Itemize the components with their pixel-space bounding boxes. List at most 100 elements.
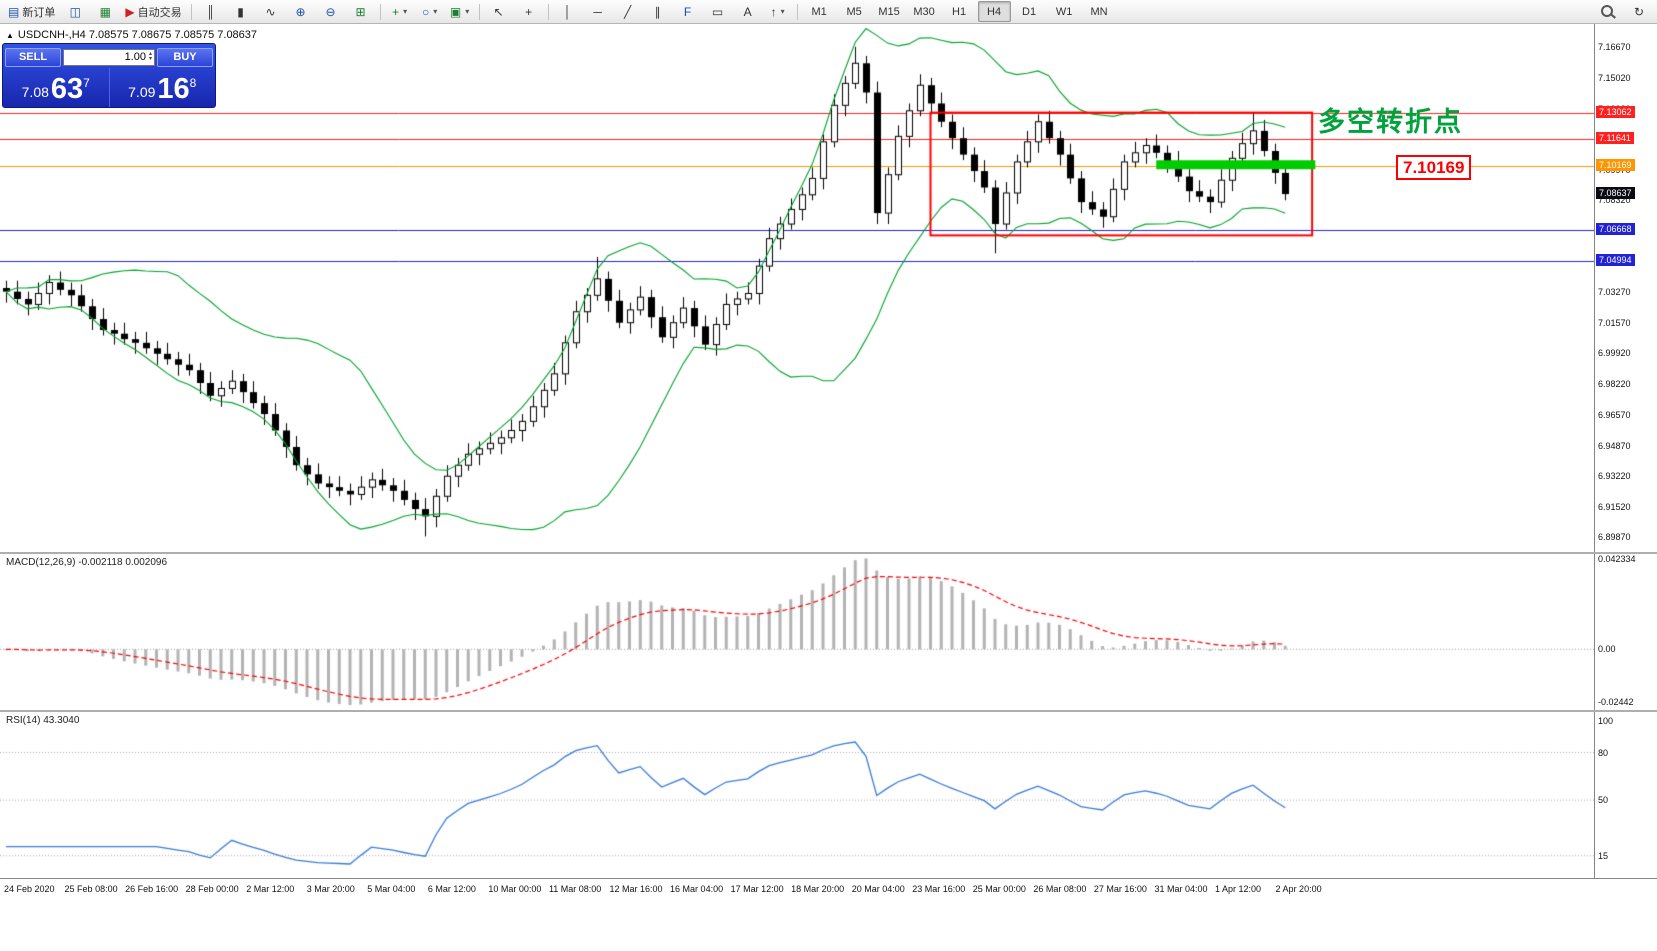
- periods-dropdown-button[interactable]: ○ ▾: [416, 1, 444, 22]
- price-scale-tick: 6.98220: [1598, 379, 1631, 390]
- chevron-down-icon: ▾: [433, 7, 438, 16]
- toolbar-separator: [547, 3, 549, 20]
- charts-window-button[interactable]: ◫: [61, 1, 89, 22]
- tile-windows-icon: ⊞: [355, 4, 366, 19]
- lot-size-field[interactable]: 1.00 ▴ ▾: [63, 48, 155, 66]
- text-button[interactable]: A: [734, 1, 762, 22]
- trendline-icon: ╱: [623, 4, 632, 19]
- price-level-label: 7.06668: [1596, 223, 1635, 236]
- sell-price-pip: 7: [83, 76, 90, 90]
- timeframe-h1-button[interactable]: H1: [952, 5, 967, 18]
- timeframe-m30-button[interactable]: M30: [913, 5, 935, 18]
- price-scale-tick: 6.99920: [1598, 348, 1631, 359]
- toolbar-separator: [379, 3, 381, 20]
- vertical-line-button[interactable]: │: [554, 1, 582, 22]
- timeframe-m5-button[interactable]: M5: [846, 5, 862, 18]
- crosshair-icon: +: [525, 4, 533, 19]
- time-axis-label: 11 Mar 08:00: [548, 884, 602, 894]
- rsi-scale-tick: 100: [1598, 715, 1614, 726]
- buy-price-small: 7.09: [128, 84, 156, 100]
- rsi-scale[interactable]: 100 80 50 15: [1594, 712, 1657, 878]
- panel-splitter[interactable]: [0, 552, 1657, 554]
- trendline-button[interactable]: ╱: [614, 1, 642, 22]
- macd-indicator-label: MACD(12,26,9) -0.002118 0.002096: [6, 557, 168, 568]
- channel-button[interactable]: ∥: [644, 1, 672, 22]
- time-axis-label: 10 Mar 00:00: [488, 884, 542, 894]
- toolbar-separator: [190, 3, 192, 20]
- vertical-line-icon: │: [563, 4, 572, 19]
- timeframe-mn-button[interactable]: MN: [1090, 5, 1108, 18]
- time-axis-label: 17 Mar 12:00: [730, 884, 784, 894]
- macd-scale-tick: 0.042334: [1598, 554, 1636, 564]
- cursor-button[interactable]: ↖: [485, 1, 513, 22]
- candlestick-chart-button[interactable]: ▮: [227, 1, 255, 22]
- timeframe-w1-button[interactable]: W1: [1055, 5, 1073, 18]
- shapes-button[interactable]: ▭: [704, 1, 732, 22]
- new-order-button[interactable]: ▤ 新订单: [4, 1, 59, 22]
- panel-splitter[interactable]: [0, 710, 1657, 712]
- sell-button[interactable]: SELL: [5, 47, 61, 67]
- lot-spinner[interactable]: ▴ ▾: [148, 51, 152, 62]
- arrows-icon: ↑: [770, 4, 777, 19]
- main-price-chart[interactable]: [0, 24, 1594, 552]
- fibonacci-button[interactable]: F: [674, 1, 702, 22]
- horizontal-line-button[interactable]: ─: [584, 1, 612, 22]
- buy-button[interactable]: BUY: [157, 47, 213, 67]
- time-axis-label: 2 Mar 12:00: [246, 884, 295, 894]
- chart-window-icon: ◫: [69, 4, 82, 19]
- rsi-indicator-label: RSI(14) 43.3040: [6, 715, 80, 726]
- periods-icon: ○: [421, 4, 430, 19]
- collapse-arrow-icon[interactable]: ▲: [6, 31, 14, 40]
- zoom-in-button[interactable]: ⊕: [287, 1, 315, 22]
- bar-chart-button[interactable]: ║: [197, 1, 225, 22]
- horizontal-line-icon: ─: [593, 4, 602, 19]
- timeframe-m1-button[interactable]: M1: [811, 5, 827, 18]
- spinner-down-icon[interactable]: ▾: [148, 56, 152, 62]
- zoom-out-button[interactable]: ⊖: [317, 1, 345, 22]
- time-axis-label: 12 Mar 16:00: [609, 884, 663, 894]
- auto-trading-icon: ▶: [125, 4, 135, 19]
- time-axis-label: 3 Mar 20:00: [306, 884, 355, 894]
- auto-trading-button[interactable]: ▶ 自动交易: [121, 1, 185, 22]
- arrows-button[interactable]: ↑ ▾: [764, 1, 792, 22]
- time-axis-label: 6 Mar 12:00: [427, 884, 476, 894]
- line-chart-button[interactable]: ∿: [257, 1, 285, 22]
- time-axis-label: 5 Mar 04:00: [367, 884, 416, 894]
- price-scale[interactable]: 7.166707.150207.133207.116707.099707.083…: [1594, 24, 1657, 552]
- spinner-up-icon[interactable]: ▴: [148, 51, 152, 57]
- lot-size-value: 1.00: [124, 51, 146, 63]
- timeframe-m15-button[interactable]: M15: [878, 5, 900, 18]
- time-axis-label: 16 Mar 04:00: [670, 884, 724, 894]
- time-axis[interactable]: 24 Feb 2020 25 Feb 08:00 26 Feb 16:00 28 Fe…: [0, 878, 1657, 951]
- refresh-button[interactable]: ↻: [1625, 1, 1653, 22]
- search-button[interactable]: [1595, 1, 1623, 22]
- price-scale-tick: 7.08320: [1598, 194, 1631, 205]
- chevron-down-icon: ▾: [465, 7, 470, 16]
- macd-indicator-chart[interactable]: [0, 554, 1594, 710]
- templates-button[interactable]: ▣ ▾: [446, 1, 474, 22]
- price-level-label: 7.11641: [1596, 132, 1634, 145]
- rsi-scale-tick: 80: [1598, 747, 1609, 758]
- time-axis-label: 26 Mar 08:00: [1033, 884, 1087, 894]
- buy-price-display[interactable]: 7.09 16 8: [108, 68, 216, 107]
- sell-price-display[interactable]: 7.08 63 7: [3, 68, 109, 107]
- time-axis-label: 28 Feb 00:00: [185, 884, 239, 894]
- macd-scale[interactable]: 0.042334 0.00 -0.02442: [1594, 554, 1657, 710]
- chart-window: 7.166707.150207.133207.116707.099707.083…: [0, 24, 1657, 951]
- timeframe-d1-button[interactable]: D1: [1022, 5, 1037, 18]
- timeframe-h4-button[interactable]: H4: [977, 1, 1011, 22]
- rsi-indicator-chart[interactable]: [0, 712, 1594, 878]
- tile-windows-button[interactable]: ⊞: [347, 1, 375, 22]
- rsi-scale-tick: 50: [1598, 795, 1609, 806]
- crosshair-button[interactable]: +: [515, 1, 543, 22]
- auto-trading-label: 自动交易: [137, 6, 182, 19]
- search-icon: [1601, 4, 1613, 17]
- macd-scale-tick: -0.02442: [1598, 697, 1634, 707]
- symbol-ohlc-text: USDCNH-,H4 7.08575 7.08675 7.08575 7.086…: [17, 29, 258, 41]
- sell-price-small: 7.08: [21, 84, 49, 100]
- time-axis-label: 27 Mar 16:00: [1093, 884, 1147, 894]
- indicators-button[interactable]: + ▾: [386, 1, 414, 22]
- profiles-button[interactable]: ▦: [91, 1, 119, 22]
- rsi-scale-tick: 15: [1598, 850, 1609, 861]
- buy-price-pip: 8: [189, 76, 197, 90]
